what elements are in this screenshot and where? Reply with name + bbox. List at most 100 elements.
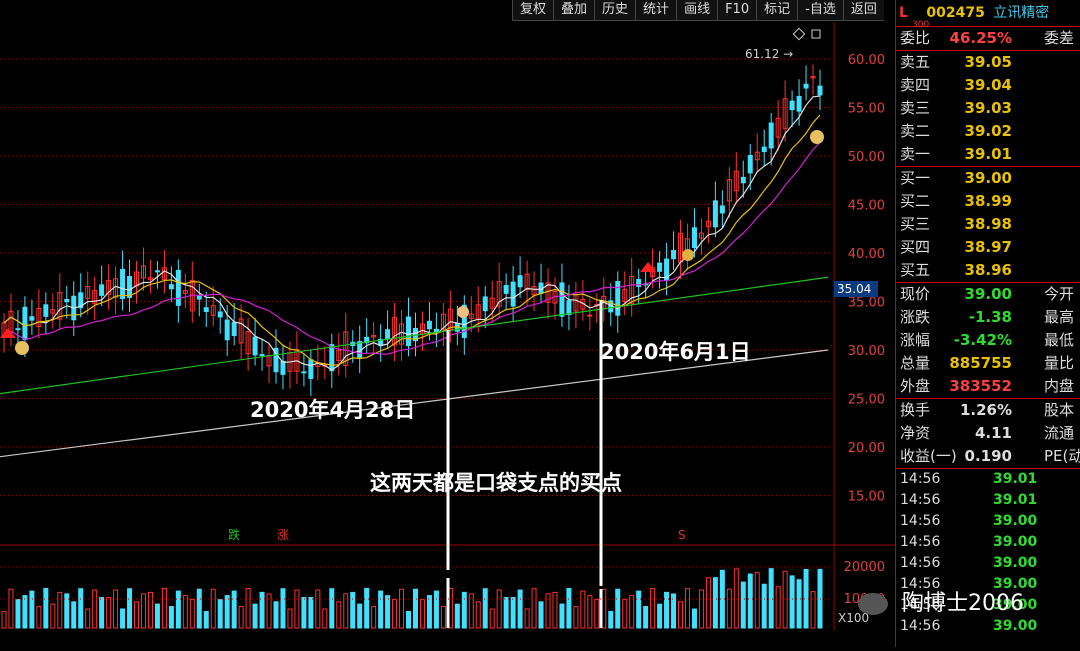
- candle-up: [399, 323, 405, 345]
- candle-up: [140, 265, 146, 279]
- kline-chart[interactable]: 60.00 55.00 50.00 45.00 40.00 35.00 30.00 25.00…: [0, 0, 895, 647]
- candle-up: [496, 281, 502, 307]
- buy-triangle-icon: [640, 262, 656, 272]
- volume-bar-down: [615, 588, 621, 629]
- volume-bar-down: [357, 603, 363, 629]
- index-tag: 300: [912, 20, 930, 30]
- fund-row-0-value: 1.26%: [959, 401, 1012, 419]
- candle-up: [36, 307, 42, 328]
- bid-level-1-label: 买一: [900, 169, 931, 187]
- volume-bar-up: [134, 601, 140, 629]
- volume-bar-up: [489, 608, 495, 629]
- volume-bar-up: [336, 601, 342, 629]
- candle-down: [127, 276, 133, 298]
- tick-price: 39.01: [993, 471, 1038, 487]
- stat-row-1-extra-label: 最高: [1044, 308, 1075, 326]
- stat-row-3: 总量 885755 量比: [896, 352, 1080, 375]
- ask-level-5-value: 39.05: [964, 53, 1012, 71]
- volume-bar-down: [517, 589, 523, 629]
- toolbar-overlay-button[interactable]: 叠加: [553, 0, 595, 21]
- tick-time: 14:56: [900, 492, 941, 508]
- candle-down: [301, 371, 307, 374]
- watermark-text: 陶博士2006: [902, 591, 1024, 616]
- bid-level-3: 买三 38.98: [896, 213, 1080, 236]
- tick-row: 14:56 39.00: [896, 511, 1080, 532]
- candle-down: [406, 316, 412, 347]
- tick-row: 14:56 39.01: [896, 490, 1080, 511]
- price-axis-label: 45.00: [848, 199, 885, 214]
- volume-bar-up: [392, 599, 398, 629]
- tick-row: 14:56 39.00: [896, 595, 1080, 616]
- money-bag-icon: [15, 341, 29, 355]
- volume-bar-down: [15, 599, 21, 629]
- volume-bar-down: [154, 603, 160, 629]
- candle-up: [57, 292, 63, 320]
- volume-bar-down: [510, 596, 516, 629]
- candle-up: [468, 313, 474, 319]
- volume-bar-down: [712, 577, 718, 629]
- volume-bar-up: [399, 588, 405, 629]
- volume-bar-down: [789, 575, 795, 629]
- weibi-label: 委比: [900, 29, 931, 47]
- ask-level-4: 卖四 39.04: [896, 74, 1080, 97]
- ask-level-5-label: 卖五: [900, 53, 931, 71]
- volume-bar-down: [412, 588, 418, 629]
- chart-canvas[interactable]: 60.00 55.00 50.00 45.00 40.00 35.00 30.00 25.00…: [0, 0, 895, 647]
- toolbar-mark-button[interactable]: 标记: [756, 0, 798, 21]
- volume-bar-down: [454, 603, 460, 629]
- bid-level-5: 买五 38.96: [896, 259, 1080, 282]
- fund-row-0-label: 换手: [900, 401, 931, 419]
- toolbar-history-button[interactable]: 历史: [594, 0, 636, 21]
- volume-bar-down: [29, 590, 35, 629]
- toolbar-f10-button[interactable]: F10: [717, 0, 757, 21]
- stat-row-0-label: 现价: [900, 285, 931, 303]
- fund-row-2-value: 0.190: [964, 447, 1012, 465]
- s-marker: S: [678, 528, 686, 542]
- stock-header[interactable]: L 300 002475 立讯精密: [896, 0, 1080, 30]
- volume-bar-up: [468, 593, 474, 629]
- stat-row-1-value: -1.38: [968, 308, 1012, 326]
- toolbar-statistics-button[interactable]: 统计: [635, 0, 677, 21]
- volume-bar-up: [475, 601, 481, 629]
- volume-bar-down: [636, 590, 642, 629]
- tick-row: 14:56 39.00: [896, 532, 1080, 553]
- weibi-value: 46.25%: [949, 29, 1012, 47]
- toolbar-watchlist-button[interactable]: -自选: [797, 0, 843, 21]
- stat-row-0-value: 39.00: [964, 285, 1012, 303]
- candle-down: [175, 269, 181, 306]
- tick-time: 14:56: [900, 513, 941, 529]
- volume-bar-up: [147, 591, 153, 629]
- price-axis-label: 35.00: [848, 296, 885, 311]
- candle-up: [545, 282, 551, 303]
- volume-bar-up: [245, 587, 251, 629]
- volume-bar-down: [22, 595, 28, 629]
- tick-price: 39.00: [993, 576, 1038, 592]
- volume-bar-up: [161, 587, 167, 629]
- bid-level-2-label: 买二: [900, 192, 931, 210]
- fund-row-1-label: 净资: [900, 424, 931, 442]
- candle-up: [92, 289, 98, 304]
- volume-bar-down: [224, 595, 230, 629]
- volume-bar-up: [775, 586, 781, 629]
- tick-row: 14:56 39.00: [896, 616, 1080, 637]
- volume-bar-down: [175, 590, 181, 629]
- volume-bar-down: [608, 610, 614, 629]
- candle-down: [196, 295, 202, 300]
- candle-up: [705, 220, 711, 228]
- volume-bar-up: [287, 608, 293, 629]
- candle-up: [622, 288, 628, 303]
- toolbar-draw-line-button[interactable]: 画线: [676, 0, 718, 21]
- toolbar-back-button[interactable]: 返回: [842, 0, 884, 21]
- candle-up: [810, 76, 816, 79]
- candle-down: [64, 299, 70, 303]
- volume-bar-up: [113, 589, 119, 629]
- candle-up: [629, 275, 635, 304]
- candle-up: [531, 286, 537, 296]
- candle-down: [259, 354, 265, 357]
- stat-row-4-value: 383552: [949, 377, 1012, 395]
- volume-bar-up: [587, 595, 593, 629]
- candle-down: [789, 100, 795, 111]
- toolbar-restore-rights-button[interactable]: 复权: [512, 0, 554, 21]
- quote-panel: L 300 002475 立讯精密 委比 46.25% 委差 卖五 39.05 卖四…: [895, 0, 1080, 647]
- volume-bar-up: [85, 608, 91, 629]
